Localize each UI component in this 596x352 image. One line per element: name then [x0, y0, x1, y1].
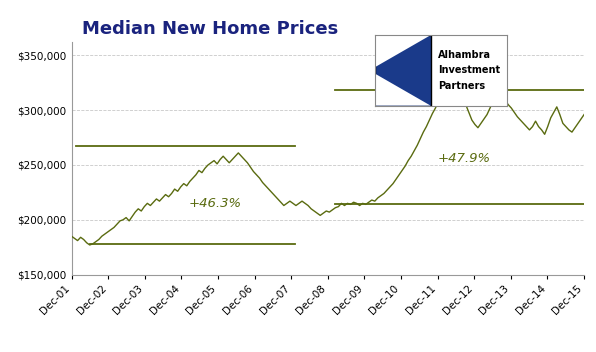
- Polygon shape: [375, 35, 430, 67]
- Text: +47.9%: +47.9%: [437, 152, 491, 165]
- Polygon shape: [375, 74, 430, 106]
- Text: Alhambra: Alhambra: [439, 50, 492, 60]
- Text: Partners: Partners: [439, 81, 486, 91]
- Text: Median New Home Prices: Median New Home Prices: [82, 20, 338, 38]
- FancyBboxPatch shape: [375, 35, 430, 106]
- Text: Investment: Investment: [439, 65, 501, 75]
- Text: +46.3%: +46.3%: [189, 197, 242, 210]
